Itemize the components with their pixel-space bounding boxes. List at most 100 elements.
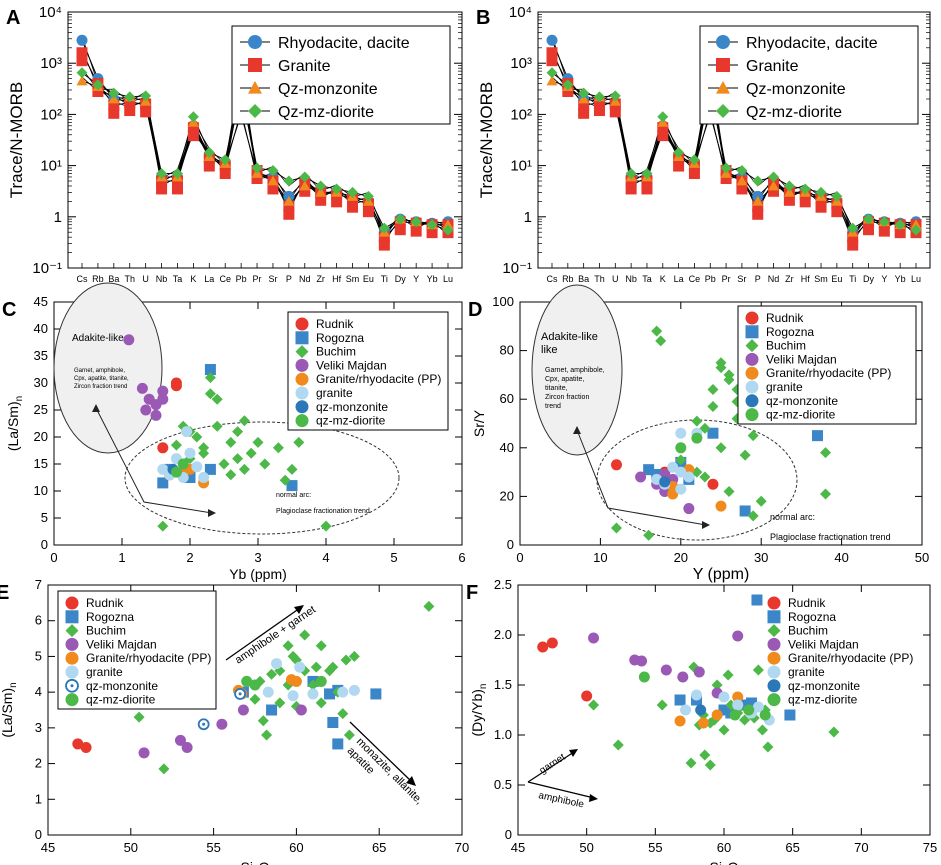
data-point xyxy=(315,675,327,687)
legend-label: Rudnik xyxy=(788,596,826,610)
data-point xyxy=(262,686,274,698)
ytick-label: 0 xyxy=(505,827,512,842)
legend-label: qz-monzonite xyxy=(766,394,838,408)
xtick-label: 20 xyxy=(674,550,688,565)
data-point xyxy=(254,675,266,687)
data-point xyxy=(293,436,305,448)
legend-marker xyxy=(716,81,730,94)
data-point xyxy=(718,704,730,716)
annotation: Garnet, amphibole, Cpx, apatite, titanite,… xyxy=(545,367,605,410)
ytick-label: 35 xyxy=(34,348,48,363)
ytick-label: 10⁻¹ xyxy=(32,260,62,277)
point xyxy=(76,34,88,46)
legend-marker xyxy=(248,35,262,49)
point xyxy=(593,91,605,103)
data-point xyxy=(315,640,327,652)
legend-marker xyxy=(745,408,759,422)
point xyxy=(878,225,890,237)
point xyxy=(124,105,136,117)
arrow-head xyxy=(406,776,416,786)
point xyxy=(578,107,590,119)
point xyxy=(426,219,438,231)
data-point xyxy=(184,447,196,459)
data-point xyxy=(743,704,755,716)
data-point xyxy=(683,503,695,515)
legend-marker xyxy=(745,339,759,353)
x-axis-label: Y (ppm) xyxy=(693,566,750,583)
ytick-label: 10 xyxy=(34,483,48,498)
point xyxy=(609,106,621,118)
ytick-label: 0.5 xyxy=(494,777,512,792)
legend-marker xyxy=(295,414,309,428)
point xyxy=(92,86,104,98)
point xyxy=(76,75,88,86)
point xyxy=(203,147,215,159)
ytick-label: 4 xyxy=(35,684,42,699)
point xyxy=(92,79,104,91)
ytick-label: 0 xyxy=(35,827,42,842)
ytick-label: 1 xyxy=(54,209,62,226)
legend-marker xyxy=(767,610,781,624)
legend-label: Rhyodacite, dacite xyxy=(746,35,878,52)
data-point xyxy=(762,741,774,753)
data-point xyxy=(643,529,655,541)
ytick-label: 10⁴ xyxy=(509,4,532,21)
xtick-label: 3 xyxy=(254,550,261,565)
trend-arrow xyxy=(576,429,707,526)
data-point xyxy=(693,666,705,678)
annotation: Plagioclase fractionation trend xyxy=(770,532,891,542)
data-point xyxy=(718,724,730,736)
data-point xyxy=(204,364,216,375)
legend-label: Rudnik xyxy=(86,596,124,610)
panel-letter: D xyxy=(468,299,482,321)
data-point xyxy=(294,661,306,673)
point xyxy=(362,206,374,218)
xtick-label: Yb xyxy=(895,274,906,284)
data-point xyxy=(286,463,298,475)
panel-letter: A xyxy=(6,7,20,29)
legend-marker xyxy=(295,386,309,400)
point xyxy=(720,162,732,174)
point xyxy=(783,186,795,197)
annotation: normal arc: xyxy=(770,512,815,522)
point xyxy=(910,219,922,230)
data-point xyxy=(136,382,148,394)
annotation: Plagioclase fractionation trend xyxy=(276,508,370,515)
point xyxy=(831,190,843,202)
xtick-label: Lu xyxy=(911,274,921,284)
data-point xyxy=(170,439,182,451)
xtick-label: Ti xyxy=(381,274,388,284)
annotation: like xyxy=(541,344,558,356)
annotation: Adakite-like xyxy=(541,331,598,343)
point xyxy=(546,75,558,86)
point xyxy=(783,194,795,206)
data-point xyxy=(707,400,719,412)
point xyxy=(768,185,780,197)
legend-label: Qz-mz-diorite xyxy=(746,104,842,121)
ytick-label: 10¹ xyxy=(510,158,532,175)
data-point xyxy=(198,447,210,459)
point xyxy=(410,225,422,237)
data-point xyxy=(177,458,189,470)
point xyxy=(251,162,263,174)
data-point xyxy=(677,671,689,683)
data-point xyxy=(755,495,767,507)
data-point xyxy=(320,520,332,532)
data-point xyxy=(327,717,339,728)
panel-letter: C xyxy=(2,299,16,321)
point xyxy=(283,208,295,220)
data-point xyxy=(225,436,237,448)
xtick-label: 65 xyxy=(785,840,799,855)
legend-marker xyxy=(295,345,309,359)
data-point xyxy=(249,679,261,691)
point xyxy=(752,208,764,220)
point xyxy=(347,201,359,213)
point xyxy=(378,222,390,234)
data-point xyxy=(282,640,294,652)
data-point xyxy=(747,430,759,442)
scatter-panel-F: F 45 50 55 60 65 70 75 0 0.5 1.0 1.5 2.0 2.5 Si2O (Dy/Y… xyxy=(466,577,937,865)
legend-marker xyxy=(745,366,759,380)
xtick-label: La xyxy=(204,274,214,284)
x-axis-label: Si2O xyxy=(241,859,270,865)
